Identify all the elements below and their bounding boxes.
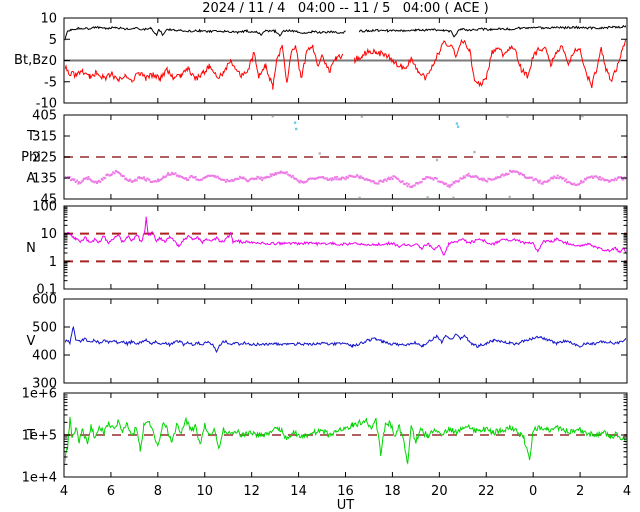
svg-text:0: 0 [49,54,57,69]
svg-text:18: 18 [384,484,401,499]
svg-text:10: 10 [40,12,57,27]
y-axis-label-btbz: Bt,Bz [14,53,48,68]
panel-temp: 1e+6 1e+5 1e+4 [22,387,628,486]
svg-text:14: 14 [290,484,307,499]
svg-text:-10: -10 [36,97,57,112]
y-axis-label-v: V [26,334,36,349]
svg-text:10: 10 [40,227,57,242]
svg-text:2: 2 [576,484,584,499]
svg-text:135: 135 [32,172,57,187]
svg-text:300: 300 [32,377,57,392]
svg-text:0: 0 [529,484,537,499]
svg-text:0.1: 0.1 [36,283,57,298]
chart-title: 2024 / 11 / 4 04:00 -- 11 / 5 04:00 ( AC… [202,1,489,16]
svg-text:100: 100 [32,200,57,215]
x-axis-label: UT [336,498,355,512]
svg-text:4: 4 [623,484,631,499]
series-Theta-flag [293,121,460,131]
svg-text:405: 405 [32,109,57,124]
svg-text:225: 225 [32,151,57,166]
svg-text:12: 12 [243,484,260,499]
panel-density: 100 10 1 0.1 [32,200,628,298]
panel-mag: 10 5 0 -5 -10 [36,12,628,112]
series-Phi [65,169,626,188]
svg-text:8: 8 [154,484,162,499]
series-Bt [65,24,626,42]
series-N [65,216,626,256]
svg-text:16: 16 [337,484,354,499]
svg-text:10: 10 [196,484,213,499]
svg-text:1e+4: 1e+4 [22,471,57,486]
series-flag-dots [271,116,584,198]
svg-text:45: 45 [40,193,57,208]
y-axis-label-phi: Phi [21,150,41,165]
svg-text:1e+5: 1e+5 [22,429,57,444]
svg-text:315: 315 [32,130,57,145]
y-axis-label-a: A [26,171,36,186]
y-axis-label-n: N [26,241,36,256]
svg-text:600: 600 [32,293,57,308]
svg-text:500: 500 [32,321,57,336]
series-V [65,325,626,354]
svg-text:20: 20 [431,484,448,499]
y-axis-label-t: T [27,428,35,443]
svg-text:400: 400 [32,349,57,364]
panel-phi: 405 315 225 135 45 [32,109,628,208]
y-axis-label-theta: T [27,129,35,144]
svg-text:4: 4 [60,484,68,499]
svg-text:-5: -5 [44,75,57,90]
series-T [65,416,626,465]
series-Bz [65,38,626,90]
panel-speed: 600 500 400 300 [32,293,628,392]
svg-text:6: 6 [107,484,115,499]
x-axis-tick-labels: 4 6 8 10 12 14 16 18 20 22 0 2 4 [60,484,631,499]
svg-text:5: 5 [49,33,57,48]
svg-text:1: 1 [49,255,57,270]
svg-text:22: 22 [478,484,495,499]
svg-text:1e+6: 1e+6 [22,387,57,402]
